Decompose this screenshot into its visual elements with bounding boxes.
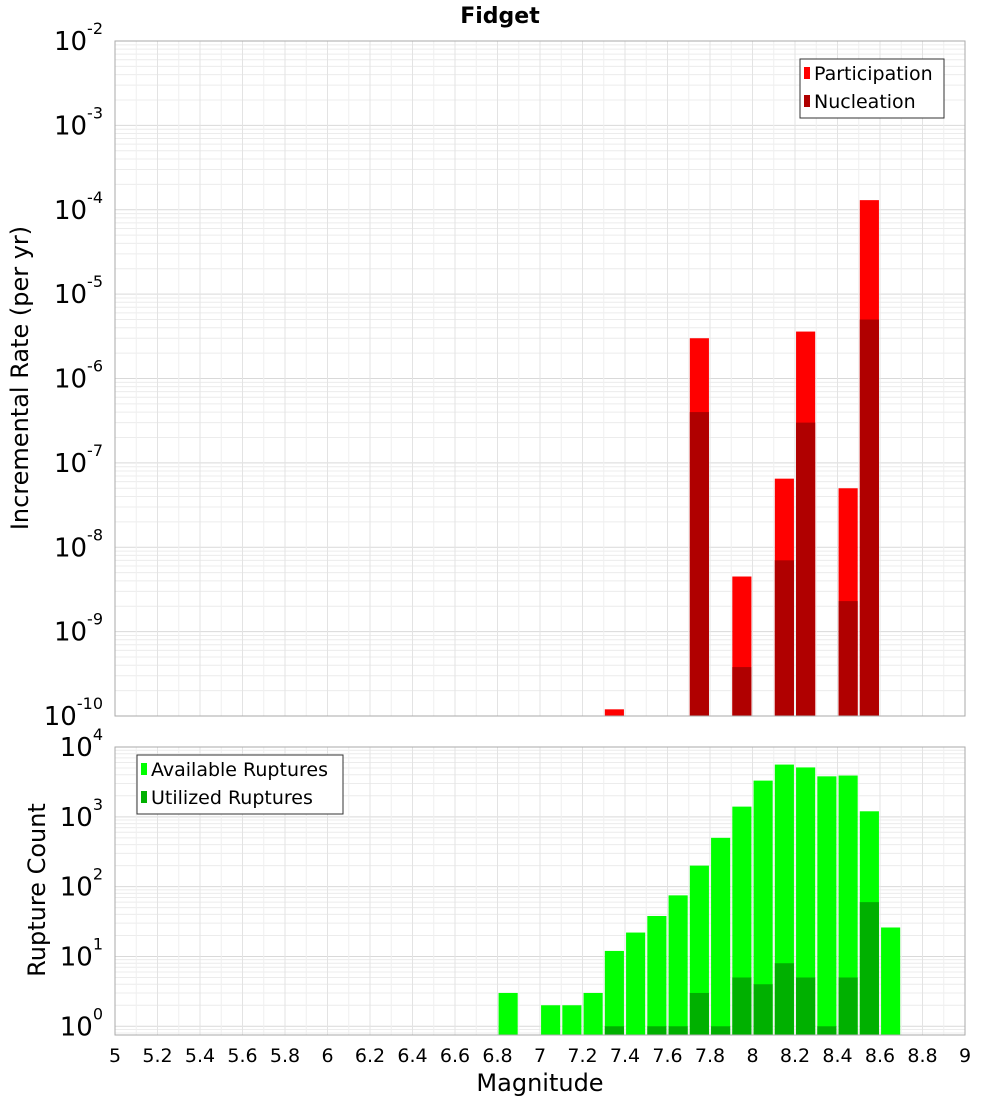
y-tick-label: 104 — [60, 725, 103, 763]
bar-available-ruptures — [562, 1005, 582, 1035]
y-tick-label: 103 — [60, 795, 103, 833]
bar-available-ruptures — [753, 780, 773, 1035]
x-tick-label: 8.4 — [822, 1045, 852, 1067]
y-tick-label: 10-7 — [54, 441, 103, 479]
y-tick-label: 102 — [60, 865, 103, 903]
bar-available-ruptures — [817, 776, 837, 1035]
bar-participation — [604, 709, 624, 716]
chart-title: Fidget — [460, 4, 540, 29]
x-tick-label: 6 — [321, 1045, 333, 1067]
bar-available-ruptures — [838, 775, 858, 1035]
y-tick-label: 10-9 — [54, 610, 103, 648]
bar-utilized-ruptures — [604, 1026, 624, 1035]
y-tick-label: 101 — [60, 934, 103, 972]
bar-available-ruptures — [583, 992, 603, 1035]
top-grid — [114, 41, 966, 717]
top-legend: Participation Nucleation — [799, 58, 945, 119]
x-tick-label: 8.8 — [907, 1045, 937, 1067]
bar-available-ruptures — [541, 1005, 561, 1035]
bar-utilized-ruptures — [859, 902, 879, 1035]
top-plot-frame — [114, 40, 966, 717]
bar-available-ruptures — [647, 915, 667, 1035]
bar-utilized-ruptures — [796, 977, 816, 1035]
x-tick-label: 5.4 — [185, 1045, 215, 1067]
bar-utilized-ruptures — [668, 1026, 688, 1035]
bottom-legend-box — [136, 754, 344, 815]
bar-available-ruptures — [689, 865, 709, 1035]
x-tick-label: 7.6 — [652, 1045, 682, 1067]
bar-available-ruptures — [626, 932, 646, 1035]
top-y-tick-labels: 10-2 10-3 10-4 10-5 10-6 10-7 10-8 10-9 10-10 — [44, 19, 103, 732]
bar-available-ruptures — [498, 992, 518, 1035]
x-tick-label: 6.6 — [440, 1045, 470, 1067]
y-tick-label: 10-2 — [54, 19, 103, 57]
bar-utilized-ruptures — [753, 984, 773, 1035]
bar-nucleation — [732, 667, 752, 716]
bar-nucleation — [838, 601, 858, 716]
bar-available-ruptures — [711, 837, 731, 1035]
bottom-chart-panel: 104 103 102 101 100 5 5.2 5.4 5.6 5.8 6 6.2 6.4 6.6 6.… — [60, 725, 971, 1067]
y-tick-label: 10-3 — [54, 103, 103, 141]
top-legend-box — [799, 58, 945, 119]
x-tick-label: 8.2 — [780, 1045, 810, 1067]
y-tick-label: 10-8 — [54, 525, 103, 563]
top-bars — [604, 200, 879, 716]
bottom-legend: Available Ruptures Utilized Ruptures — [136, 754, 344, 815]
bar-utilized-ruptures — [732, 977, 752, 1035]
x-tick-label: 9 — [959, 1045, 971, 1067]
bar-nucleation — [689, 412, 709, 716]
y-tick-label: 10-10 — [44, 694, 103, 732]
bottom-plot-frame — [114, 746, 966, 1036]
top-y-axis-label: Incremental Rate (per yr) — [6, 226, 34, 530]
legend-label: Available Ruptures — [151, 759, 328, 781]
x-tick-labels: 5 5.2 5.4 5.6 5.8 6 6.2 6.4 6.6 6.8 7 7.2 7.4 7.6 7.8 8… — [109, 1045, 971, 1067]
x-tick-label: 7.2 — [567, 1045, 597, 1067]
bottom-y-axis-label: Rupture Count — [23, 803, 51, 977]
x-tick-label: 6.4 — [397, 1045, 427, 1067]
bar-nucleation — [796, 422, 816, 716]
bar-nucleation — [774, 560, 794, 716]
bottom-bars — [498, 764, 901, 1035]
y-tick-label: 10-5 — [54, 272, 103, 310]
x-tick-label: 6.2 — [355, 1045, 385, 1067]
y-tick-label: 10-4 — [54, 188, 103, 226]
legend-label: Participation — [814, 63, 933, 85]
x-tick-label: 5.6 — [227, 1045, 257, 1067]
bar-utilized-ruptures — [774, 963, 794, 1035]
y-tick-label: 100 — [60, 1004, 103, 1042]
x-tick-label: 5 — [109, 1045, 121, 1067]
x-tick-label: 7.4 — [610, 1045, 640, 1067]
bar-available-ruptures — [604, 950, 624, 1035]
x-tick-label: 5.2 — [142, 1045, 172, 1067]
x-tick-label: 7.8 — [695, 1045, 725, 1067]
legend-swatch — [141, 763, 147, 775]
legend-swatch — [141, 791, 147, 803]
bottom-y-tick-labels: 104 103 102 101 100 — [60, 725, 103, 1042]
x-tick-label: 5.8 — [270, 1045, 300, 1067]
bar-utilized-ruptures — [711, 1026, 731, 1035]
top-chart-panel: 10-2 10-3 10-4 10-5 10-6 10-7 10-8 10-9 10-10 Par… — [44, 19, 966, 732]
bar-utilized-ruptures — [647, 1026, 667, 1035]
x-tick-label: 6.8 — [482, 1045, 512, 1067]
x-axis-label: Magnitude — [476, 1069, 603, 1097]
y-tick-label: 10-6 — [54, 357, 103, 395]
legend-label: Nucleation — [814, 91, 916, 113]
legend-swatch — [804, 67, 810, 79]
bar-available-ruptures — [881, 927, 901, 1035]
x-tick-label: 7 — [534, 1045, 546, 1067]
legend-swatch — [804, 95, 810, 107]
legend-label: Utilized Ruptures — [151, 787, 313, 809]
bar-utilized-ruptures — [817, 1026, 837, 1035]
bar-utilized-ruptures — [838, 977, 858, 1035]
x-tick-label: 8.6 — [865, 1045, 895, 1067]
x-tick-label: 8 — [746, 1045, 758, 1067]
bar-available-ruptures — [796, 767, 816, 1035]
bar-available-ruptures — [668, 895, 688, 1035]
bar-nucleation — [859, 319, 879, 716]
bar-utilized-ruptures — [689, 992, 709, 1035]
